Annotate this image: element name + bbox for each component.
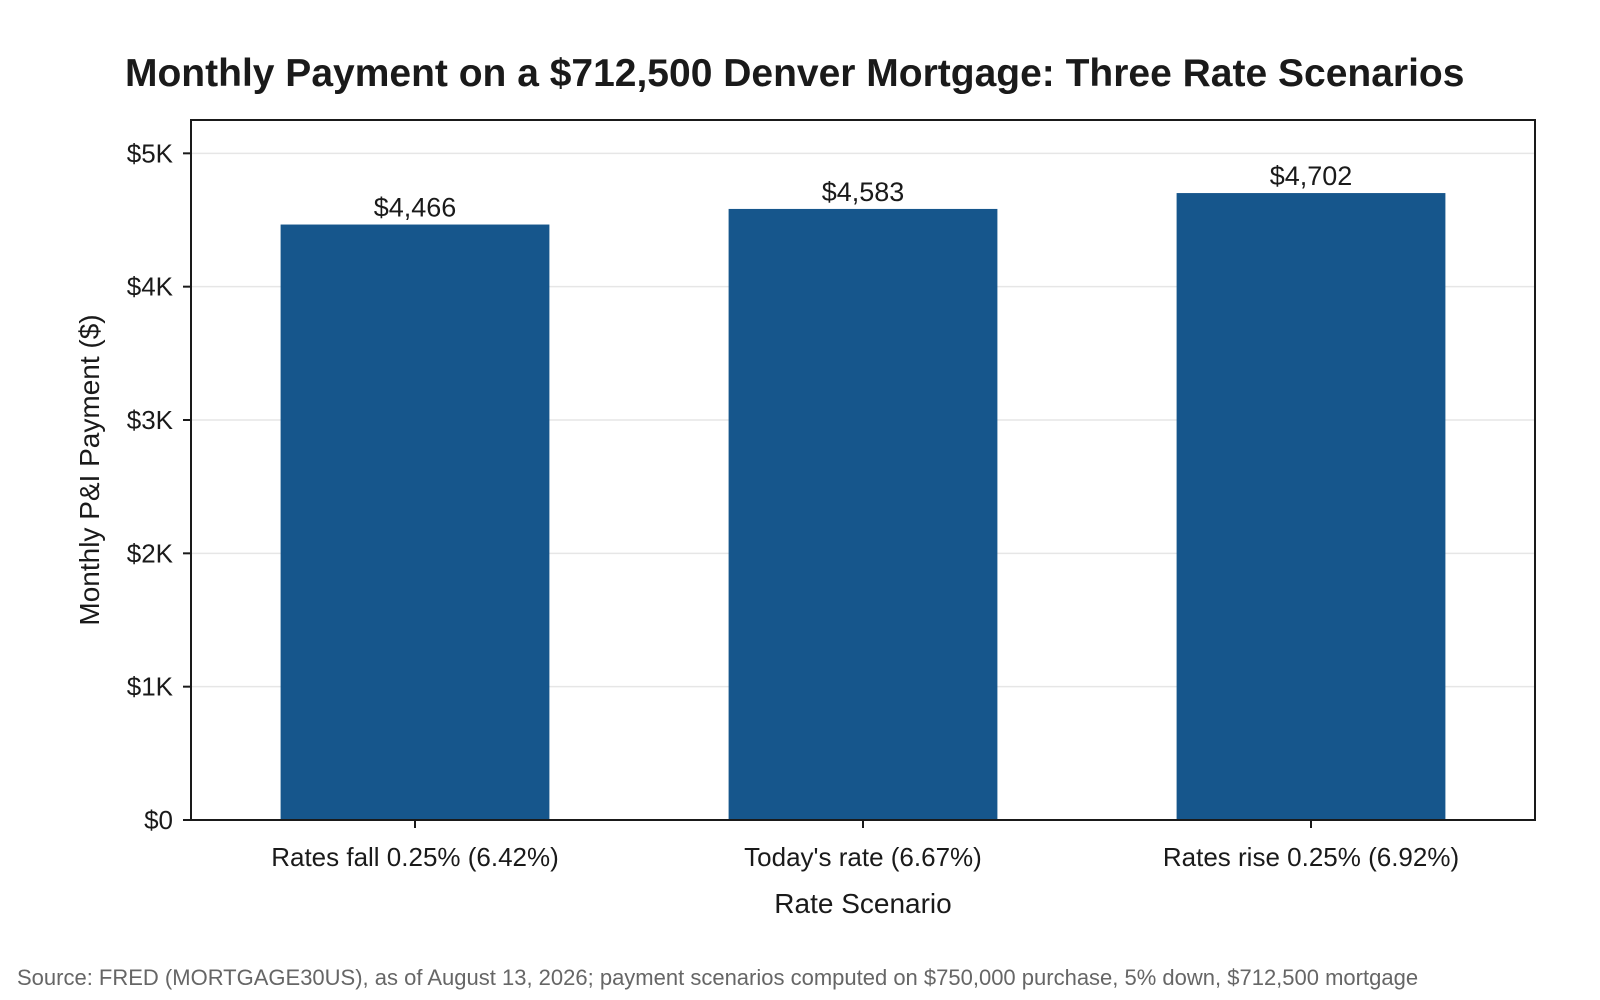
value-labels: $4,466 $4,583 $4,702 [374, 161, 1353, 222]
bar [1176, 193, 1446, 821]
y-tick-label: $3K [127, 405, 174, 435]
x-tick-label: Rates fall 0.25% (6.42%) [271, 842, 559, 872]
bar-value-label: $4,583 [822, 177, 905, 207]
x-axis-label: Rate Scenario [774, 888, 951, 919]
y-tick-label: $5K [127, 138, 174, 168]
chart-title: Monthly Payment on a $712,500 Denver Mor… [125, 52, 1464, 95]
x-axis: Rates fall 0.25% (6.42%) Today's rate (6.… [271, 820, 1459, 872]
y-tick-label: $2K [127, 538, 174, 568]
x-tick-label: Today's rate (6.67%) [744, 842, 982, 872]
y-axis: $0 $1K $2K $3K $4K $5K [127, 138, 191, 835]
x-tick-label: Rates rise 0.25% (6.92%) [1163, 842, 1459, 872]
bar [728, 208, 998, 820]
bars [280, 193, 1446, 821]
y-axis-label: Monthly P&I Payment ($) [74, 314, 105, 625]
source-note: Source: FRED (MORTGAGE30US), as of Augus… [17, 965, 1418, 990]
bar-value-label: $4,702 [1270, 161, 1353, 191]
y-tick-label: $4K [127, 272, 174, 302]
bar-value-label: $4,466 [374, 193, 457, 223]
y-tick-label: $0 [144, 805, 173, 835]
bar [280, 224, 550, 821]
y-tick-label: $1K [127, 672, 174, 702]
